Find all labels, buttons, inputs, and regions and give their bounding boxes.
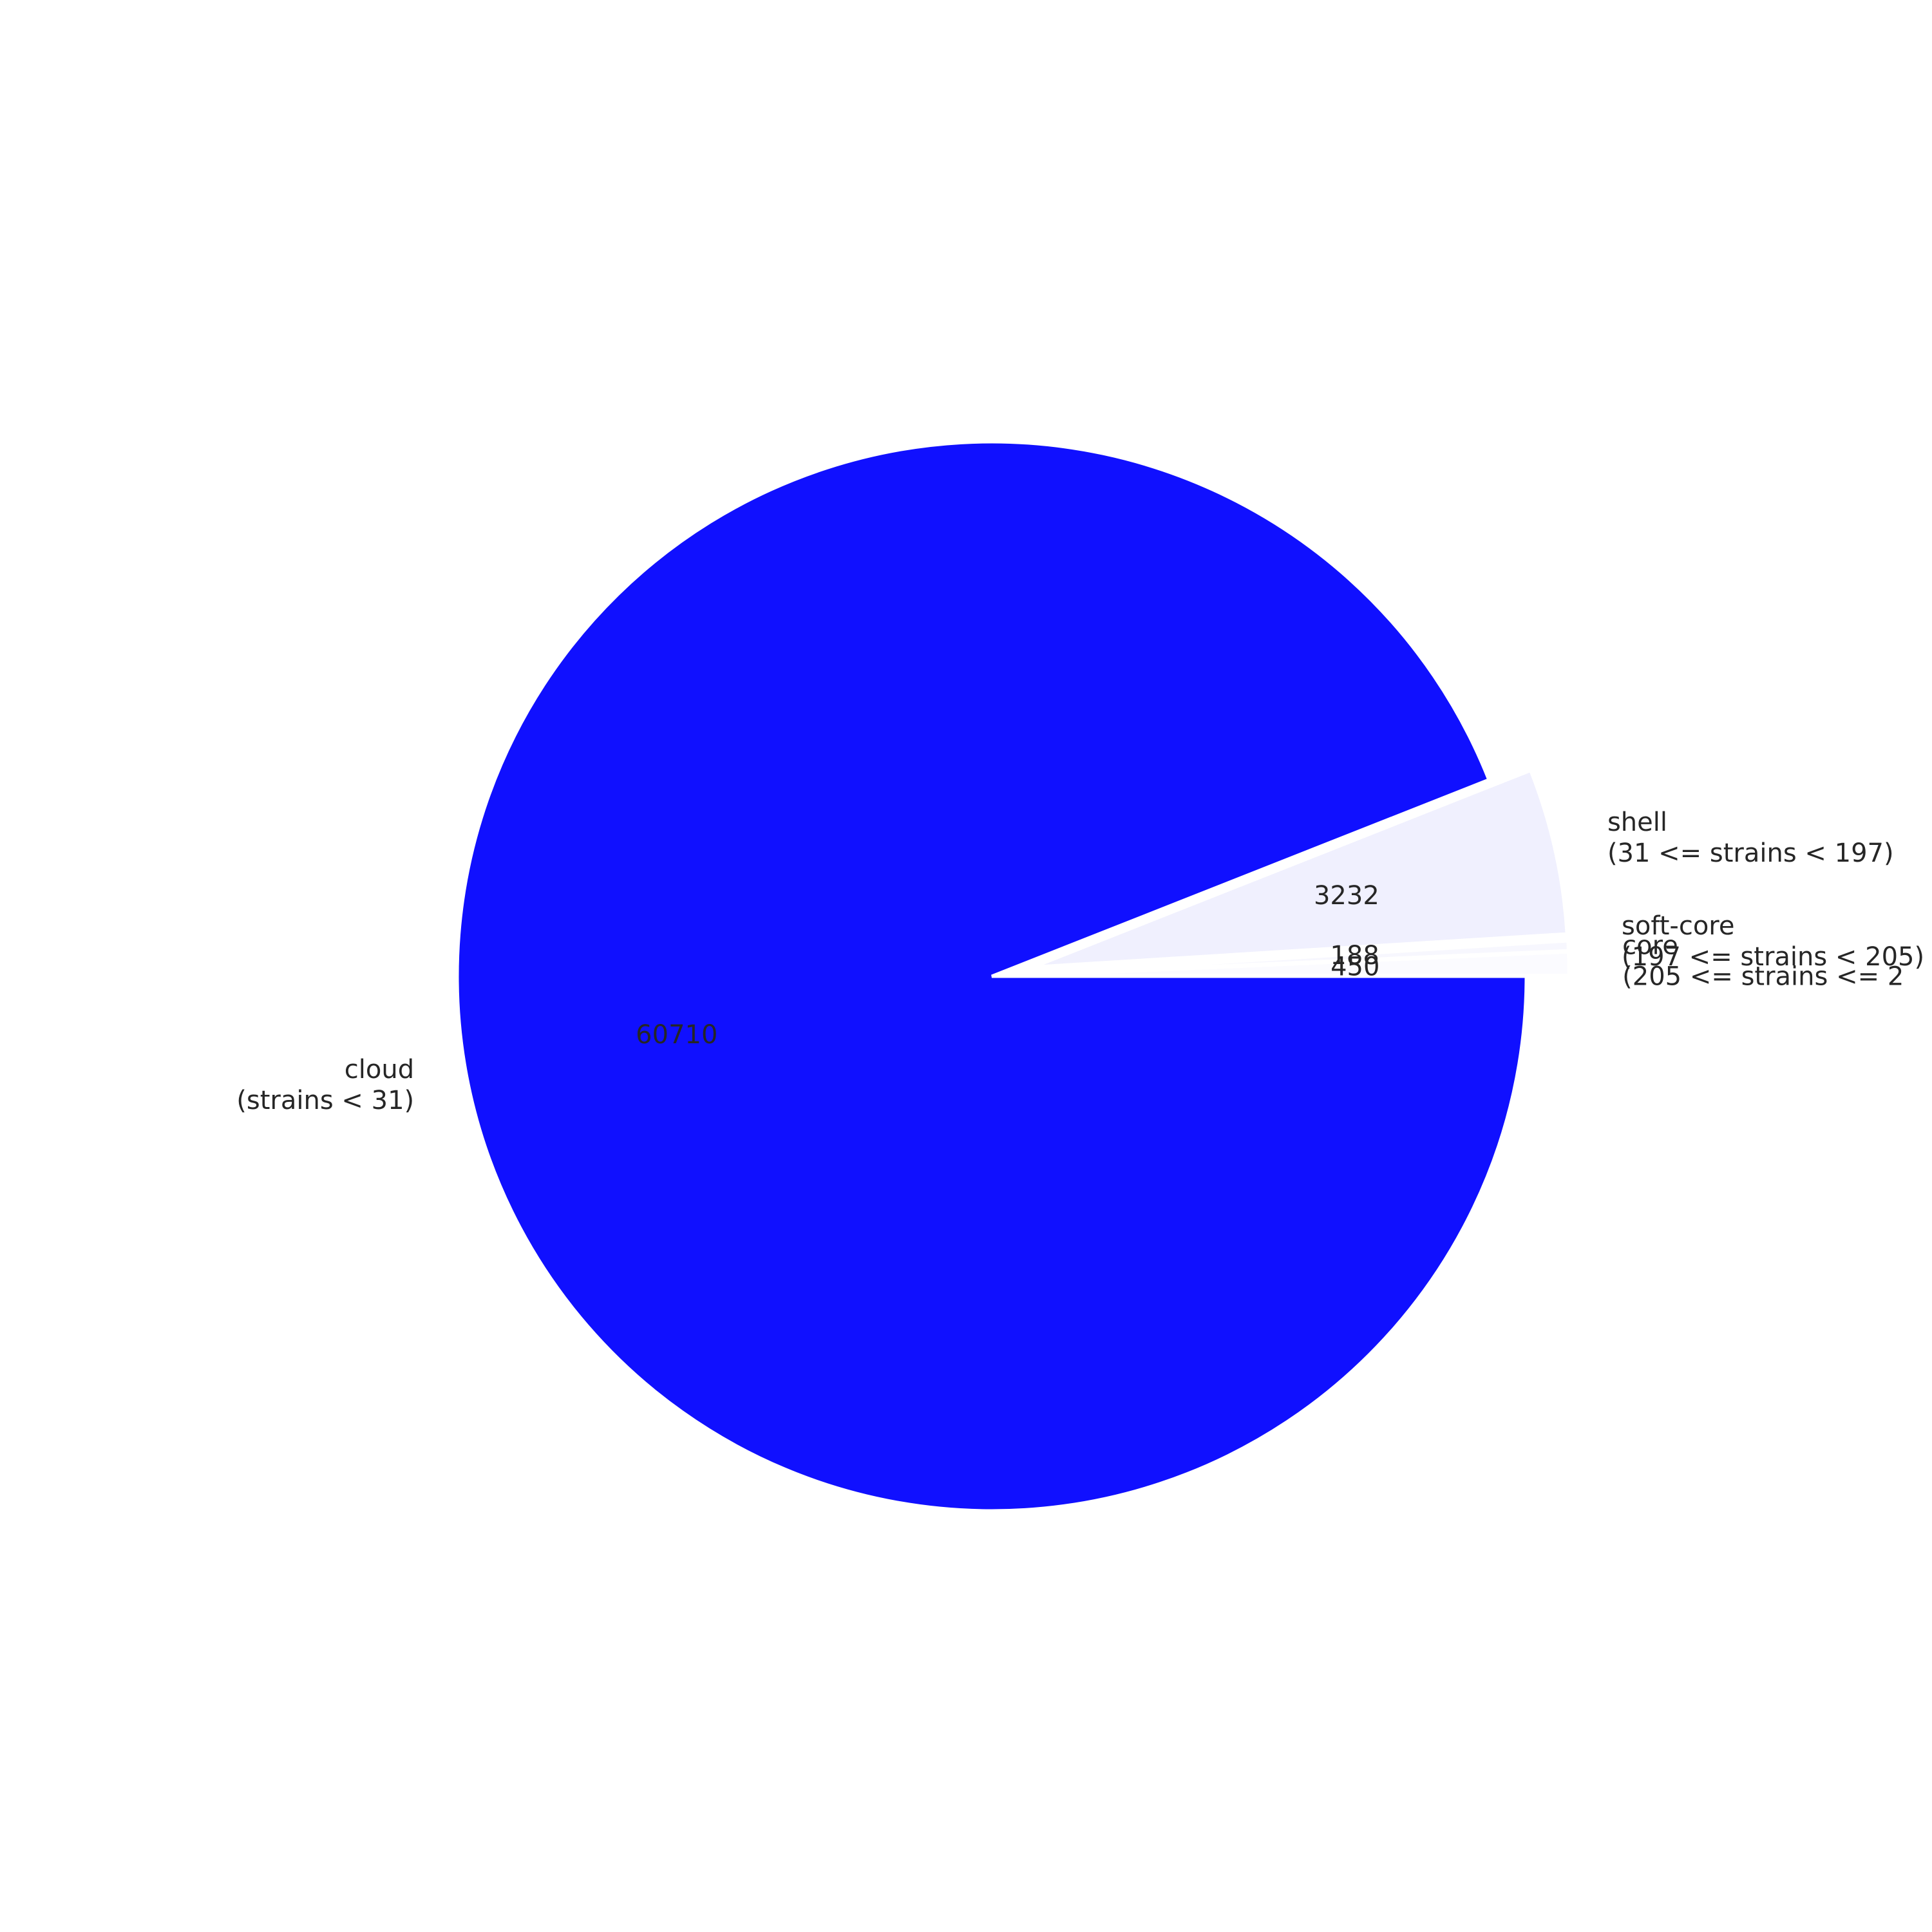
pie-category-label-core: core (205 <= strains <= 2 xyxy=(1622,931,1904,992)
pie-slice-soft-core xyxy=(1034,939,1571,976)
pie-category-label-shell: shell (31 <= strains < 197) xyxy=(1607,808,1894,868)
pie-value-label-shell: 3232 xyxy=(1314,881,1379,911)
pie-category-name-shell: shell xyxy=(1607,808,1667,837)
pie-category-name-core: core xyxy=(1622,931,1678,961)
pie-value-label-soft-core: 188 xyxy=(1330,941,1379,971)
pie-value-label-cloud: 60710 xyxy=(636,1020,717,1050)
pie-category-name-soft-core: soft-core xyxy=(1622,911,1734,941)
pie-value-label-core: 450 xyxy=(1331,952,1379,982)
pie-category-range-core: (205 <= strains <= 2 xyxy=(1622,962,1904,992)
pie-category-name-cloud: cloud xyxy=(345,1055,414,1084)
pie-slice-cloud xyxy=(455,440,1528,1513)
pie-category-range-shell: (31 <= strains < 197) xyxy=(1607,838,1894,868)
pie-category-range-cloud: (strains < 31) xyxy=(236,1086,414,1115)
pie-slices xyxy=(455,440,1571,1513)
pie-category-label-soft-core: soft-core (197 <= strains < 205) xyxy=(1622,911,1924,972)
pie-category-range-soft-core: (197 <= strains < 205) xyxy=(1622,942,1924,972)
pie-slice-shell xyxy=(1032,768,1569,969)
pie-category-label-cloud: cloud (strains < 31) xyxy=(236,1055,414,1115)
